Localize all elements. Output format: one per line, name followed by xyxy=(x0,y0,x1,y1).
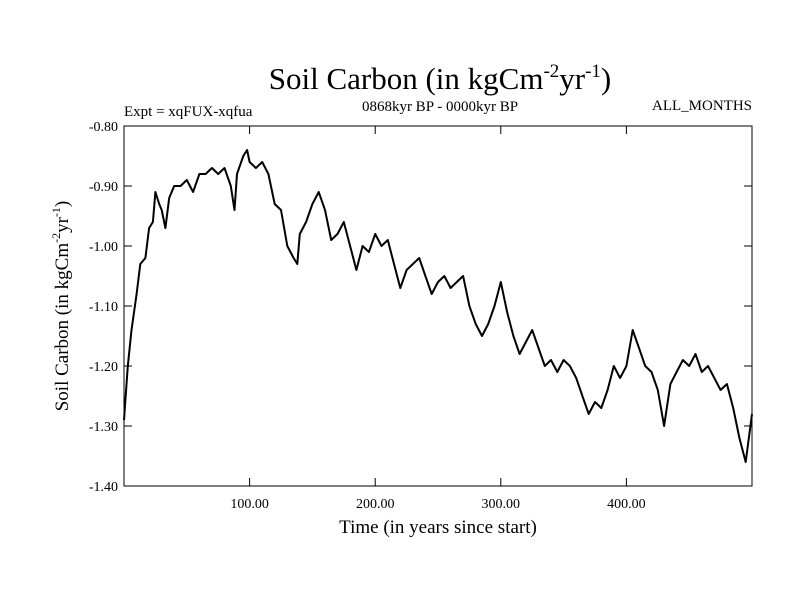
x-tick-label: 400.00 xyxy=(607,497,646,512)
y-axis-label-end: ) xyxy=(52,201,73,207)
chart-title-sup-1: -2 xyxy=(543,61,559,82)
time-range-label: 0868kyr BP - 0000kyr BP xyxy=(362,99,518,115)
chart-title-base: Soil Carbon (in kgCm xyxy=(269,61,544,96)
chart-title-mid: yr xyxy=(559,61,586,96)
y-axis-ticks: -0.80 -0.90 -1.00 -1.10 -1.20 -1.30 -1.40 xyxy=(89,120,752,495)
x-tick-label: 200.00 xyxy=(356,497,395,512)
y-axis-label-sup-2: -1 xyxy=(49,207,63,217)
x-axis-ticks: 100.00 200.00 300.00 400.00 xyxy=(230,126,646,512)
chart-title: Soil Carbon (in kgCm-2yr-1) xyxy=(269,61,612,96)
experiment-label: Expt = xqFUX-xqfua xyxy=(124,104,253,120)
chart-title-sup-2: -1 xyxy=(585,61,601,82)
y-axis-label-mid: yr xyxy=(52,216,73,233)
y-tick-label: -1.10 xyxy=(89,300,118,315)
y-axis-label-sup-1: -2 xyxy=(49,233,63,243)
y-tick-label: -1.40 xyxy=(89,480,118,495)
chart-title-end: ) xyxy=(601,61,611,96)
y-tick-label: -1.20 xyxy=(89,360,118,375)
plot-frame xyxy=(123,125,753,487)
months-label: ALL_MONTHS xyxy=(652,98,752,114)
y-axis-label-base: Soil Carbon (in kgCm xyxy=(52,243,73,412)
y-tick-label: -1.00 xyxy=(89,240,118,255)
x-axis-label: Time (in years since start) xyxy=(339,517,537,538)
soil-carbon-line xyxy=(123,149,753,463)
y-tick-label: -0.80 xyxy=(89,120,118,135)
y-tick-label: -0.90 xyxy=(89,180,118,195)
y-tick-label: -1.30 xyxy=(89,420,118,435)
x-tick-label: 100.00 xyxy=(230,497,269,512)
y-axis-label: Soil Carbon (in kgCm-2yr-1) xyxy=(49,201,73,412)
x-tick-label: 300.00 xyxy=(482,497,521,512)
